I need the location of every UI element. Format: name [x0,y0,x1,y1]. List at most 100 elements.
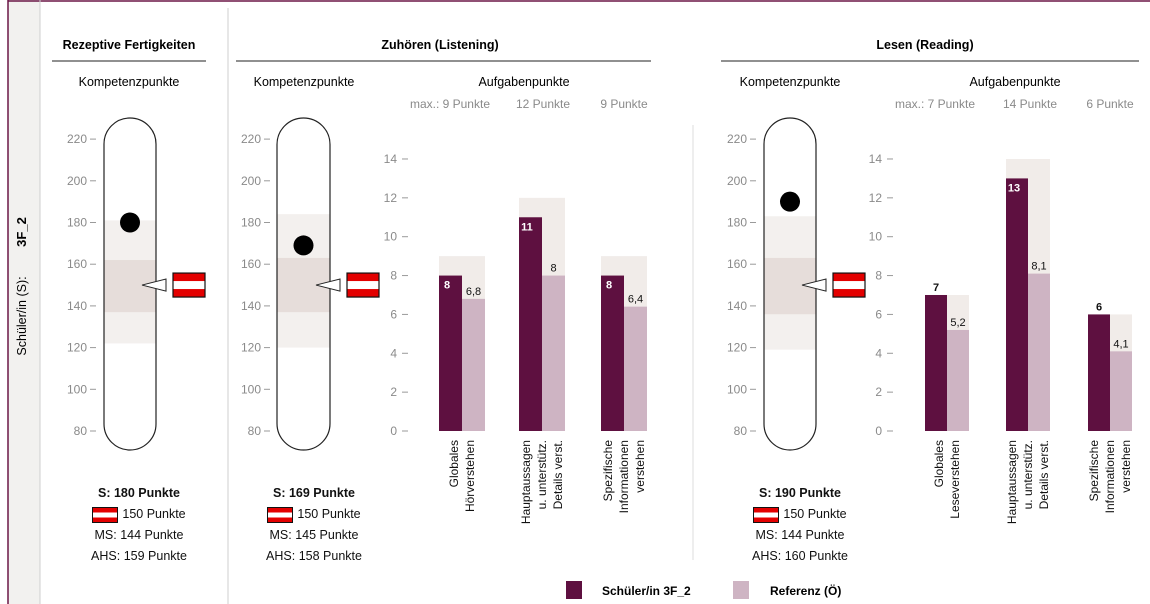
subtitle-zuhoeren-aufgaben: Aufgabenpunkte [478,75,569,89]
student-score-dot [780,191,800,212]
bar-category-label: Hauptaussagen [1005,440,1019,524]
austria-marker [315,278,341,292]
flag-stripe-middle [347,281,379,290]
bar-student-value: 6 [1096,301,1102,313]
austria-flag-icon [832,272,866,298]
bar-reference [1028,273,1050,431]
bar-tick-label: 12 [384,191,398,205]
bar-reference-value: 8,1 [1031,261,1046,273]
bar-student-value: 13 [1008,182,1020,194]
bar-student [439,275,462,431]
legend-label-reference: Referenz (Ö) [770,583,841,598]
student-score-dot [120,212,140,233]
max-label-lesen-2: 14 Punkte [1003,97,1057,111]
austria-marker [801,278,827,292]
bar-student [519,217,542,431]
summary-ahs-score: AHS: 160 Punkte [752,549,848,563]
gauge-tick-label: 140 [67,299,87,313]
bar-student [925,294,947,431]
bar-student-value: 11 [521,221,533,233]
bar-category-label: Hauptaussagen [519,440,533,524]
bar-tick-label: 6 [390,307,397,321]
max-label-lesen-3: 6 Punkte [1086,97,1134,111]
summary-ms-score: MS: 145 Punkte [269,528,359,542]
max-label-zuhoeren-2: 12 Punkte [516,97,570,111]
bar-tick-label: 8 [875,269,882,283]
flag-stripe-middle [833,281,865,290]
aufgaben-bar-chart: 0 2 4 6 8 10 12 14 7 5,2 Globales Leseverstehen 13 8,… [869,152,1133,524]
gauge-tick-label: 220 [727,132,747,146]
bar-category-label: verstehen [1119,440,1133,493]
austria-flag-icon [92,506,119,523]
gauge-tick-label: 120 [67,341,87,355]
plots-layer: 8010012014016018020022080100120140160180… [67,117,1133,524]
gauge-tick-label: 120 [727,341,747,355]
subtitle-rezeptiv-kompetenz: Kompetenzpunkte [79,75,180,89]
gauge-tick-label: 180 [67,216,87,230]
panel-title-zuhoeren: Zuhören (Listening) [381,38,498,52]
bar-reference [542,275,565,431]
bar-category-label: Informationen [1103,440,1117,513]
bar-tick-label: 8 [390,269,397,283]
flag-border [172,272,206,298]
bar-category-label: verstehen [633,440,647,493]
gauge-tick-label: 220 [241,132,261,146]
bar-reference-value: 8 [550,263,556,275]
bar-reference [1110,351,1132,431]
subtitle-zuhoeren-kompetenz: Kompetenzpunkte [254,75,355,89]
gauge-tick-label: 100 [727,382,747,396]
bar-category-label: Details verst. [551,440,565,509]
summary-austria-row: 150 Punkte [54,504,224,525]
bar-tick-label: 4 [875,346,882,360]
subtitle-lesen-aufgaben: Aufgabenpunkte [969,75,1060,89]
bar-category-label: Hörverstehen [463,440,477,512]
gauge-tick-label: 140 [727,299,747,313]
subtitle-lesen-kompetenz: Kompetenzpunkte [740,75,841,89]
gauge-tick-label: 100 [67,382,87,396]
gauge-tick-label: 120 [241,341,261,355]
gauge-tick-label: 140 [241,299,261,313]
flag-border [346,272,380,298]
gauge-tick-label: 160 [67,257,87,271]
max-label-zuhoeren-3: 9 Punkte [600,97,648,111]
gauge-tick-label: 220 [67,132,87,146]
austria-flag-icon [267,506,294,523]
summary-austria-row: 150 Punkte [715,504,885,525]
bar-tick-label: 0 [390,424,397,438]
bar-reference [462,298,485,431]
gauge-tick-label: 200 [727,174,747,188]
gauge-tick-label: 200 [241,174,261,188]
kompetenz-gauge: 80 100 120 140 160 180 200 220 [727,117,866,451]
bar-tick-label: 12 [869,191,883,205]
summary-student-score: S: 190 Punkte [759,486,841,500]
summary-austria-score: 150 Punkte [297,507,361,521]
sidebar-background [8,0,40,604]
bar-category-label: u. unterstütz. [1021,440,1035,509]
student-label: Schüler/in (S): [15,276,29,355]
bar-tick-label: 6 [875,307,882,321]
bar-student [1088,314,1110,431]
bar-tick-label: 0 [875,424,882,438]
max-label-zuhoeren-1: max.: 9 Punkte [410,97,490,111]
kompetenz-gauge: 80 100 120 140 160 180 200 220 [67,117,206,451]
bar-reference-value: 5,2 [950,317,965,329]
gauge-tick-label: 80 [248,424,262,438]
bar-tick-label: 4 [390,346,397,360]
bar-category-label: Informationen [617,440,631,513]
gauge-tick-label: 160 [727,257,747,271]
bar-reference [947,329,969,431]
bar-student-value: 7 [933,282,939,294]
bar-tick-label: 14 [869,152,883,166]
kompetenz-gauge: 80 100 120 140 160 180 200 220 [241,117,380,451]
max-label-lesen-1: max.: 7 Punkte [895,97,975,111]
bar-tick-label: 10 [869,230,883,244]
flag-border [832,272,866,298]
gauge-tick-label: 180 [727,216,747,230]
austria-flag-icon [172,272,206,298]
austria-flag-icon [346,272,380,298]
bar-student [601,275,624,431]
bar-student-value: 8 [444,280,450,292]
summary-zuhoeren: S: 169 Punkte 150 Punkte MS: 145 Punkte … [229,483,399,567]
